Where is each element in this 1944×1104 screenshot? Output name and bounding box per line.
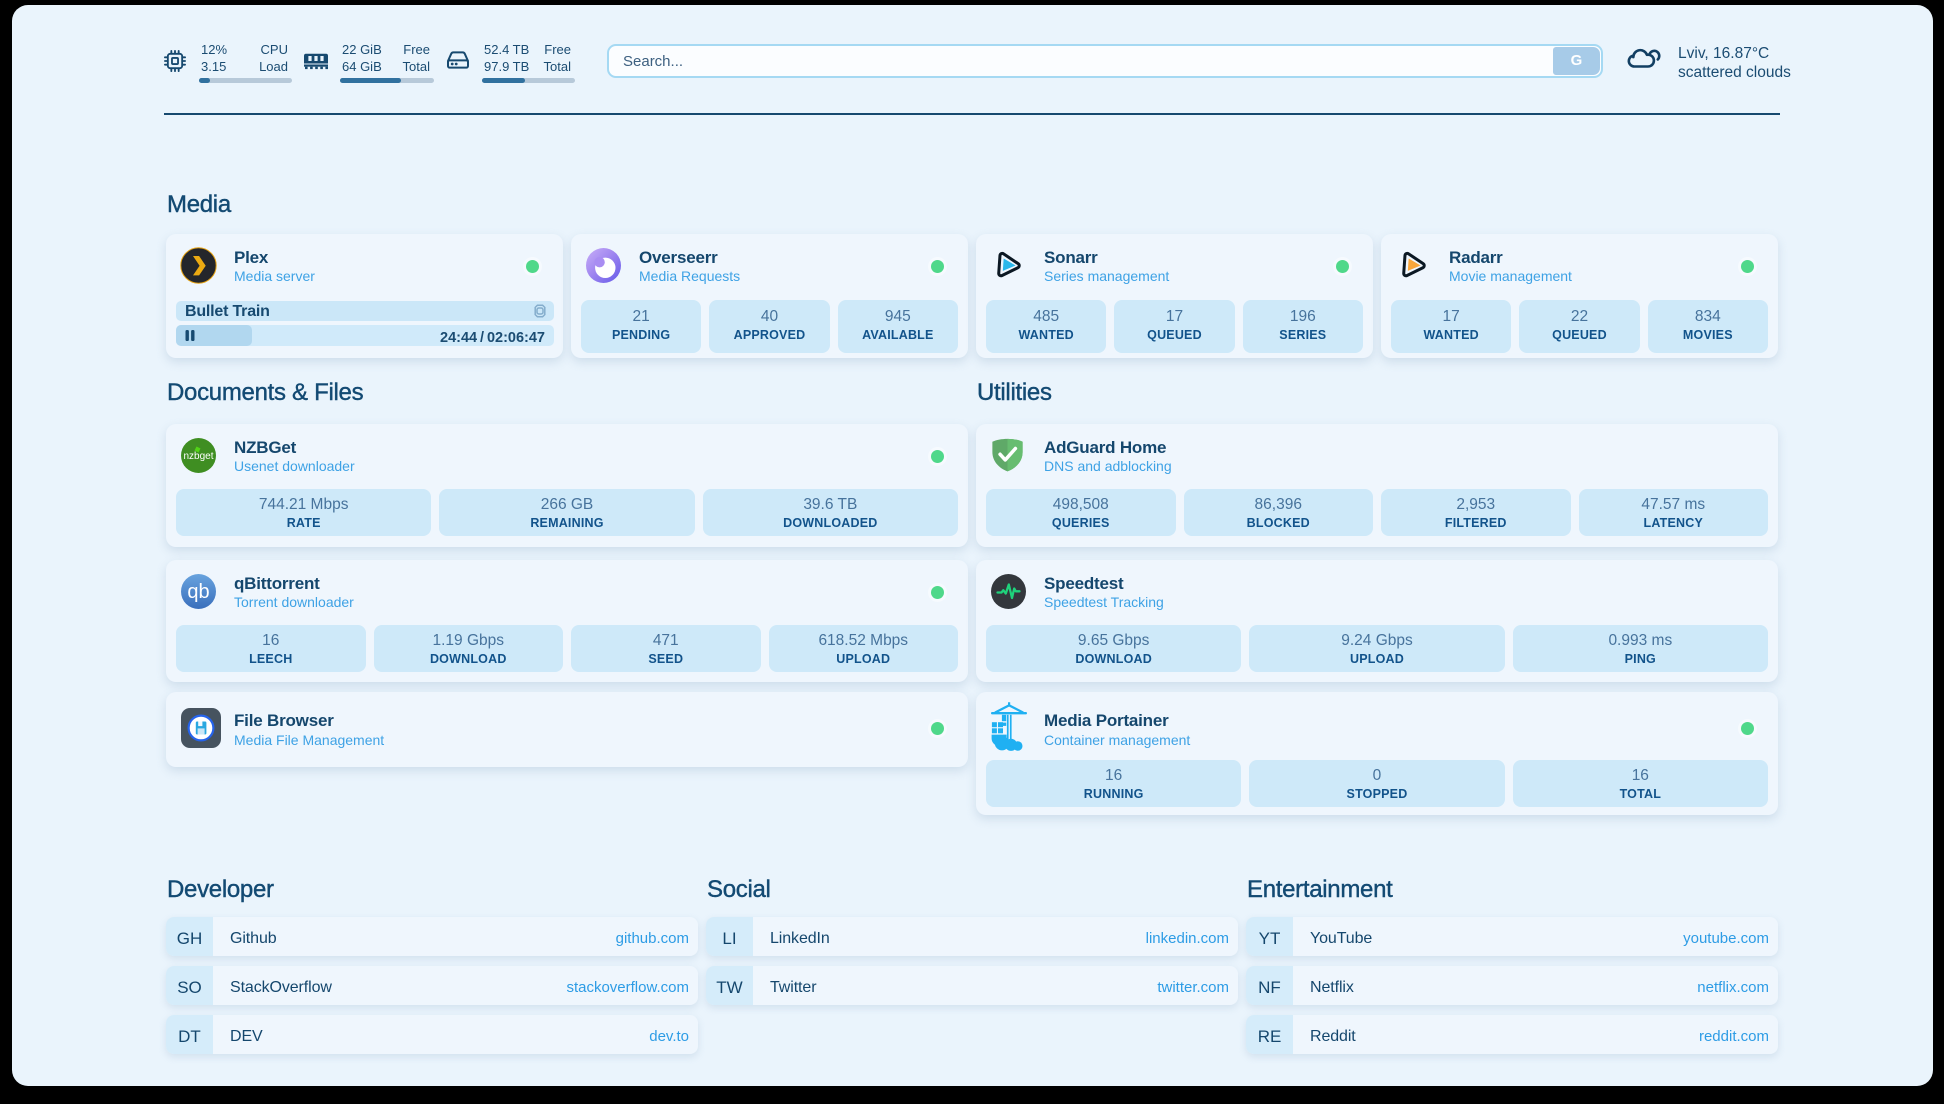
svg-text:qb: qb: [187, 581, 209, 603]
svg-text:nzbget: nzbget: [183, 451, 213, 462]
